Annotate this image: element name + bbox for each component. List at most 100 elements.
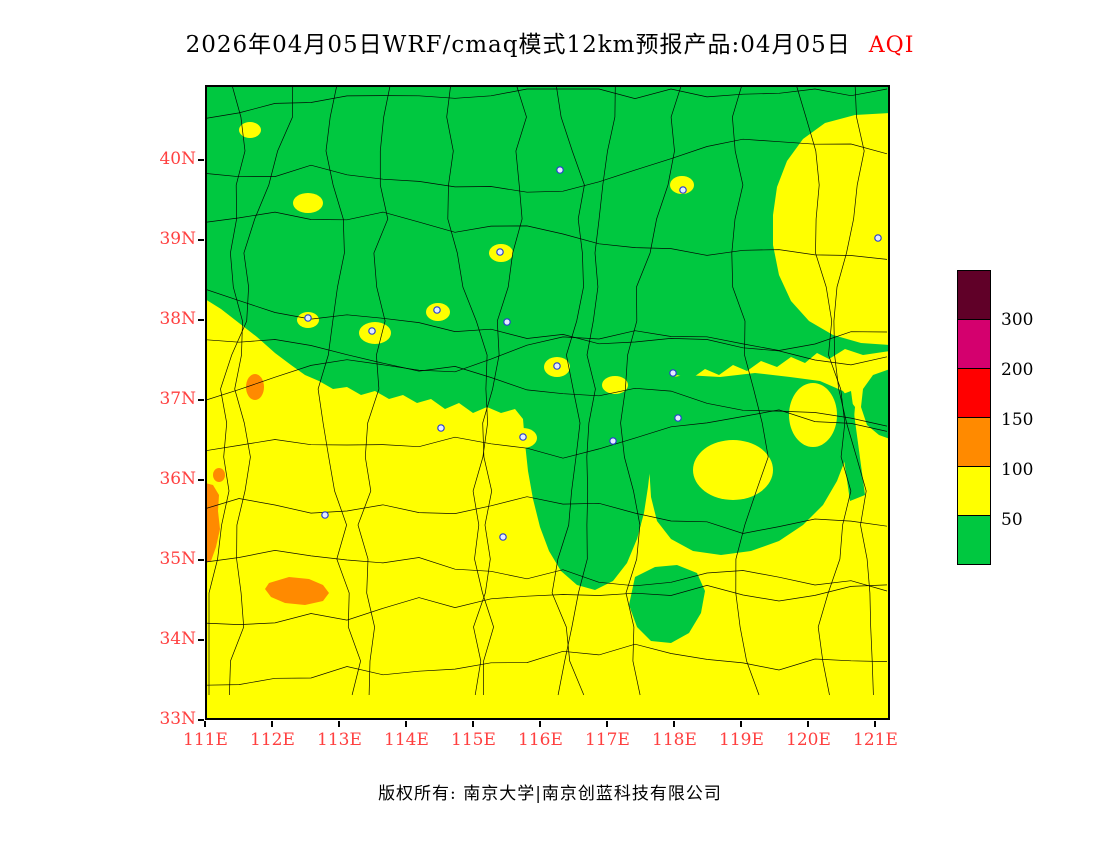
y-axis-label: 34N bbox=[159, 629, 196, 649]
admin-boundary bbox=[357, 85, 391, 696]
x-tick bbox=[740, 721, 742, 727]
x-axis-label: 120E bbox=[786, 730, 831, 750]
admin-boundary bbox=[205, 211, 888, 260]
y-tick bbox=[198, 639, 204, 641]
admin-boundary bbox=[205, 643, 888, 686]
admin-boundary bbox=[205, 584, 888, 625]
admin-boundary bbox=[205, 330, 888, 401]
y-tick bbox=[198, 479, 204, 481]
y-axis-label: 40N bbox=[159, 149, 196, 169]
y-axis-label: 38N bbox=[159, 309, 196, 329]
station-marker bbox=[553, 362, 561, 370]
admin-boundary bbox=[205, 550, 888, 592]
y-axis-label: 35N bbox=[159, 549, 196, 569]
x-tick bbox=[539, 721, 541, 727]
station-marker bbox=[437, 424, 445, 432]
y-tick bbox=[198, 239, 204, 241]
title-variable: AQI bbox=[868, 33, 915, 58]
x-axis-label: 112E bbox=[250, 730, 295, 750]
x-tick bbox=[204, 721, 206, 727]
moderate-region-northeast bbox=[773, 113, 890, 345]
y-tick bbox=[198, 159, 204, 161]
moderate-spot bbox=[789, 383, 837, 447]
station-marker bbox=[669, 369, 677, 377]
x-axis-label: 119E bbox=[719, 730, 764, 750]
moderate-spot bbox=[693, 440, 773, 500]
station-markers-layer bbox=[304, 166, 882, 541]
x-tick bbox=[807, 721, 809, 727]
chart-title: 2026年04月05日WRF/cmaq模式12km预报产品:04月05日 AQI bbox=[0, 25, 1100, 59]
admin-boundary bbox=[205, 496, 888, 534]
legend-label: 300 bbox=[1001, 310, 1034, 330]
admin-boundary bbox=[205, 409, 888, 459]
x-tick bbox=[405, 721, 407, 727]
legend-label: 150 bbox=[1001, 410, 1034, 430]
legend-color-block bbox=[957, 466, 991, 516]
station-marker bbox=[499, 533, 507, 541]
x-tick bbox=[472, 721, 474, 727]
x-axis-label: 113E bbox=[317, 730, 362, 750]
x-tick bbox=[338, 721, 340, 727]
y-axis-label: 39N bbox=[159, 229, 196, 249]
moderate-spot bbox=[239, 122, 261, 138]
x-axis-label: 114E bbox=[384, 730, 429, 750]
moderate-spot bbox=[602, 376, 628, 394]
admin-boundary bbox=[795, 85, 852, 696]
x-axis-label: 116E bbox=[518, 730, 563, 750]
admin-boundary bbox=[473, 85, 527, 696]
station-marker bbox=[321, 511, 329, 519]
legend-color-block bbox=[957, 368, 991, 418]
good-region-right-edge bbox=[861, 369, 890, 439]
admin-boundary bbox=[205, 138, 888, 193]
title-text: 2026年04月05日WRF/cmaq模式12km预报产品:04月05日 bbox=[185, 32, 851, 58]
station-marker bbox=[556, 166, 564, 174]
y-tick bbox=[198, 319, 204, 321]
x-axis-label: 115E bbox=[451, 730, 496, 750]
moderate-spot bbox=[293, 193, 323, 213]
x-tick bbox=[874, 721, 876, 727]
station-marker bbox=[874, 234, 882, 242]
aqi-moderate-patches bbox=[239, 113, 890, 500]
x-tick bbox=[606, 721, 608, 727]
admin-boundary bbox=[317, 85, 361, 696]
station-marker bbox=[503, 318, 511, 326]
map-frame bbox=[205, 85, 890, 720]
admin-boundary bbox=[620, 85, 682, 696]
y-axis-label: 33N bbox=[159, 709, 196, 729]
y-tick bbox=[198, 559, 204, 561]
station-marker bbox=[433, 306, 441, 314]
station-marker bbox=[496, 248, 504, 256]
station-marker bbox=[609, 437, 617, 445]
x-tick bbox=[271, 721, 273, 727]
legend-colorbar bbox=[957, 270, 991, 565]
aqi-map bbox=[205, 85, 890, 720]
x-axis-label: 111E bbox=[183, 730, 228, 750]
admin-boundaries-layer bbox=[205, 85, 888, 696]
legend-label: 200 bbox=[1001, 360, 1034, 380]
good-region-coast-strip bbox=[835, 391, 865, 501]
x-axis-label: 117E bbox=[585, 730, 630, 750]
usg-spot bbox=[213, 468, 225, 482]
moderate-spot bbox=[670, 176, 694, 194]
admin-boundary bbox=[833, 85, 874, 696]
legend-color-block bbox=[957, 515, 991, 565]
x-tick bbox=[673, 721, 675, 727]
usg-spot bbox=[246, 374, 264, 400]
admin-boundary bbox=[557, 85, 616, 696]
station-marker bbox=[304, 314, 312, 322]
legend-color-block bbox=[957, 270, 991, 320]
legend-label: 100 bbox=[1001, 460, 1034, 480]
station-marker bbox=[679, 186, 687, 194]
good-region-main bbox=[205, 85, 890, 590]
admin-boundary bbox=[205, 88, 888, 119]
station-marker bbox=[368, 327, 376, 335]
x-axis-label: 121E bbox=[853, 730, 898, 750]
usg-region-blob bbox=[265, 577, 329, 605]
y-tick bbox=[198, 399, 204, 401]
admin-boundary bbox=[551, 85, 585, 696]
legend-color-block bbox=[957, 319, 991, 369]
copyright: 版权所有: 南京大学|南京创蓝科技有限公司 bbox=[378, 784, 722, 804]
usg-region-left-strip bbox=[205, 483, 220, 563]
y-axis-label: 36N bbox=[159, 469, 196, 489]
